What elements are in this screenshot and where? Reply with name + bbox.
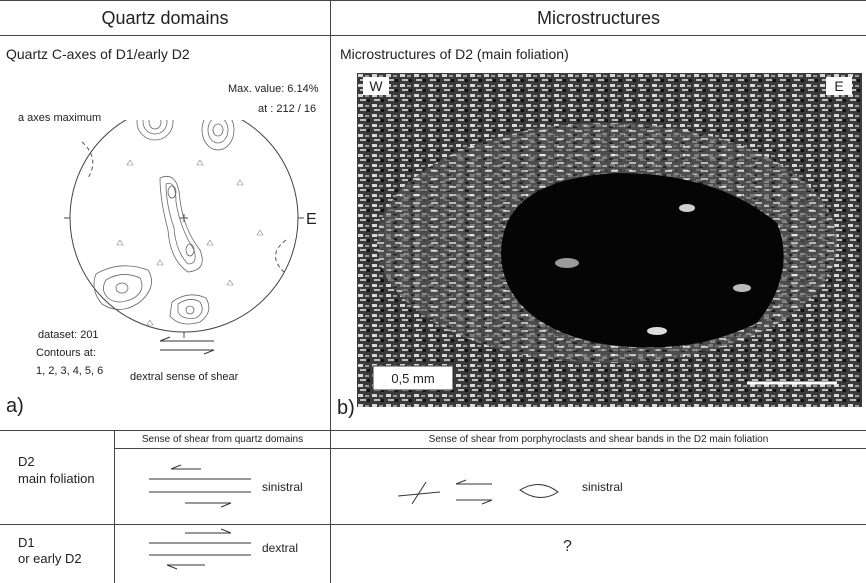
row1-label-line2: main foliation [18,471,95,486]
scale-label-box [372,365,454,391]
grid-vertical-table-col [330,430,331,583]
table-col1-header: Sense of shear from quartz domains [141,434,304,445]
contours-label: Contours at: [36,347,96,359]
grid-row-divider [0,524,866,525]
east-label-b: E [834,78,843,94]
porphyroclast-shear-sketch-row1 [397,479,559,505]
max-value-label: Max. value: 6.14% [228,83,319,95]
dextral-shear-arrows-quartz [149,528,251,570]
panel-b-letter: b) [337,397,355,419]
scatter-points [116,159,264,326]
table-col2-header: Sense of shear from porphyroclasts and s… [428,434,769,445]
grid-table-header-bottom [114,448,866,449]
grid-vertical-label-col [114,430,115,583]
row1-quartz-sense: sinistral [262,480,303,494]
sinistral-shear-arrows-quartz [149,464,251,508]
contour-cluster-center [159,175,203,273]
contour-cluster-top [136,120,235,151]
micrograph-image: W E 0,5 mm [357,73,862,407]
row2-quartz-sense: dextral [262,541,299,555]
porphyroclast [501,173,784,348]
dataset-label: dataset: 201 [38,329,99,341]
contour-cluster-bottom [93,265,210,325]
row2-porph-sense: ? [563,538,572,555]
west-label: W [369,78,383,94]
shear-sense-label: dextral sense of shear [130,371,239,383]
dextral-shear-arrows-a [159,336,215,355]
panel-a-title: Quartz C-axes of D1/early D2 [6,46,190,62]
grid-vertical-main-top [330,0,331,430]
stereonet-plot [64,120,304,338]
grid-top [0,0,866,1]
row1-label-line1: D2 [18,454,35,469]
header-quartz-domains: Quartz domains [101,8,229,28]
east-label-box [826,77,852,95]
max-at-label: at : 212 / 16 [258,103,317,115]
a-axes-arc-right [275,239,287,273]
panel-a-letter: a) [6,395,24,417]
west-label-box [363,77,389,95]
header-microstructures: Microstructures [536,8,661,28]
a-axes-maximum-label: a axes maximum [18,112,102,124]
a-axes-arc-left [81,141,94,179]
grid-header-bottom [0,35,866,36]
grid-panels-bottom [0,430,866,431]
primitive-circle [69,120,299,333]
scale-label: 0,5 mm [391,371,434,386]
row2-label-line2: or early D2 [18,551,82,566]
east-label-a: E [306,211,317,228]
row2-label-line1: D1 [18,535,35,550]
contours-values: 1, 2, 3, 4, 5, 6 [36,365,104,377]
row1-porph-sense: sinistral [582,480,623,494]
panel-b-title: Microstructures of D2 (main foliation) [340,46,569,62]
